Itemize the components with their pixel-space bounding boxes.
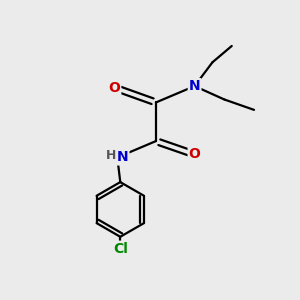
Text: H: H [106,149,116,162]
Text: Cl: Cl [113,242,128,256]
Text: O: O [108,81,120,94]
Text: N: N [189,79,200,93]
Text: O: O [189,148,200,161]
Text: N: N [117,150,128,164]
